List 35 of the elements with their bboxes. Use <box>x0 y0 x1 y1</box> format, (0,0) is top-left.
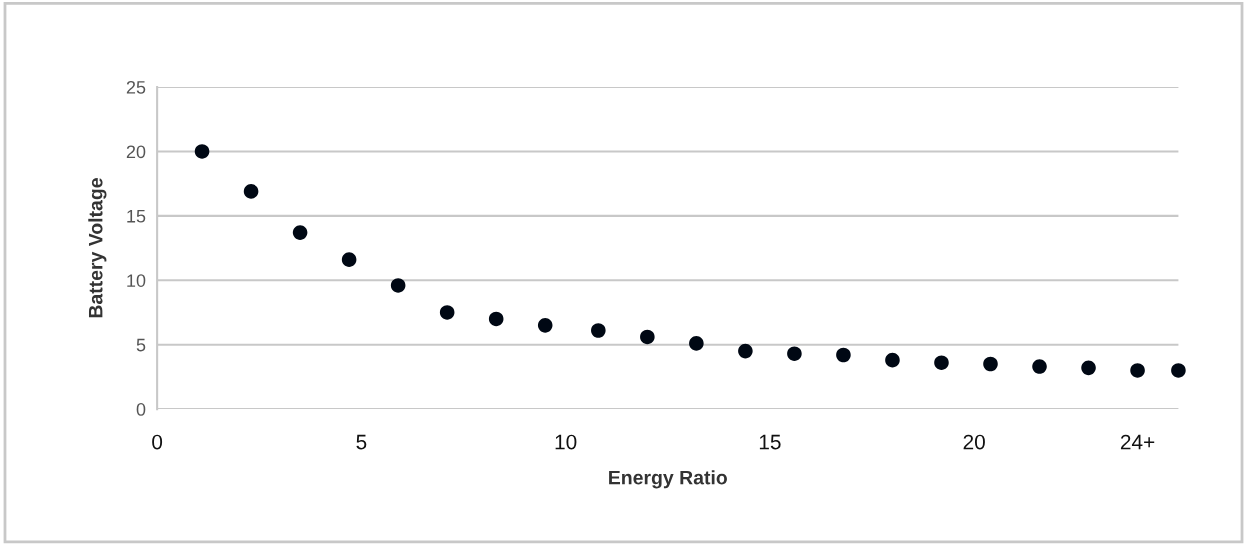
y-tick-label: 0 <box>136 403 146 416</box>
point <box>341 252 357 267</box>
y-tick-label: 15 <box>127 209 146 223</box>
point <box>885 352 900 368</box>
point <box>640 329 655 345</box>
point <box>787 346 802 361</box>
point <box>1032 359 1047 374</box>
point <box>488 311 504 327</box>
point <box>689 336 704 351</box>
point <box>983 356 998 372</box>
y-tick-label: 5 <box>136 338 146 352</box>
point <box>1171 363 1186 378</box>
point <box>591 323 606 338</box>
point <box>836 347 851 363</box>
x-tick-label: 15 <box>759 434 781 450</box>
point <box>934 355 949 370</box>
point <box>243 184 259 199</box>
x-tick-label: 10 <box>555 434 577 450</box>
point <box>1081 360 1096 376</box>
x-axis-title: Energy Ratio <box>609 470 727 489</box>
x-tick-label: 0 <box>152 434 163 450</box>
point <box>1130 363 1145 378</box>
point <box>390 278 406 293</box>
x-tick-label: 24+ <box>1120 434 1155 450</box>
x-tick-label: 20 <box>963 434 985 450</box>
point <box>439 305 455 320</box>
x-tick-label: 5 <box>356 434 367 450</box>
y-tick-label: 20 <box>126 145 146 159</box>
y-tick-label: 10 <box>127 274 146 287</box>
y-tick-label: 25 <box>126 80 146 94</box>
point <box>537 318 553 333</box>
y-axis-title: Battery Voltage <box>88 178 107 318</box>
point <box>194 144 210 159</box>
point <box>738 343 753 359</box>
point <box>292 225 308 240</box>
